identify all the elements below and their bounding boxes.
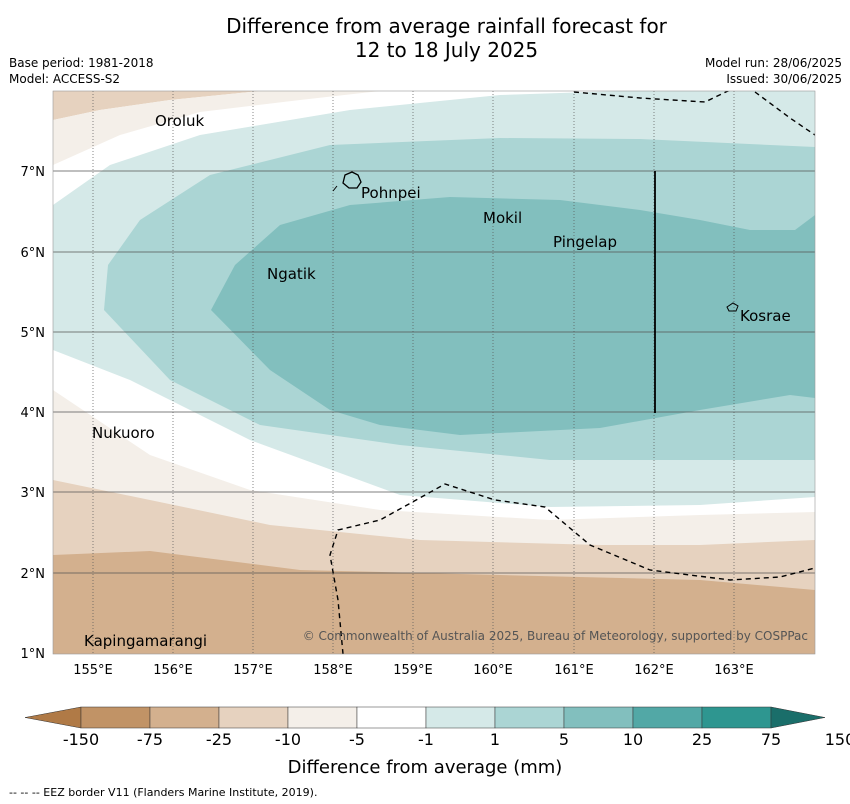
model-name: Model: ACCESS-S2 (9, 72, 121, 86)
place-oroluk: Oroluk (155, 112, 204, 130)
contour-plus-10 (211, 197, 815, 435)
model-run: Model run: 28/06/2025 (704, 56, 842, 70)
map-frame (52, 90, 816, 655)
lat-tick-6n: 6°N (21, 246, 46, 261)
pohnpei-reef (332, 185, 338, 192)
lon-tick-156e: 156°E (153, 663, 193, 678)
colorbar-swatch (149, 706, 220, 729)
lat-tick-5n: 5°N (21, 326, 46, 341)
colorbar-swatch (701, 706, 772, 729)
colorbar-tick-label: 1 (490, 730, 500, 749)
copyright-credit: © Commonwealth of Australia 2025, Bureau… (303, 629, 808, 643)
colorbar-tick-label: 75 (761, 730, 781, 749)
lat-tick-2n: 2°N (21, 567, 46, 582)
colorbar-tick-label: -1 (418, 730, 434, 749)
title-line-1: Difference from average rainfall forecas… (226, 14, 667, 38)
place-nukuoro: Nukuoro (92, 424, 155, 442)
footer-note: -- -- -- EEZ border V11 (Flanders Marine… (9, 786, 318, 799)
place-mokil: Mokil (483, 209, 522, 227)
colorbar-swatch (563, 706, 634, 729)
contour-minus-5-nw (53, 91, 380, 165)
colorbar-tick-label: -75 (137, 730, 163, 749)
colorbar: -150 -75 -25 -10 -5 -1 1 5 10 25 75 150 (24, 706, 850, 749)
title-line-2: 12 to 18 July 2025 (354, 38, 539, 62)
contour-minus-25-south (53, 551, 815, 654)
colorbar-title: Difference from average (mm) (288, 757, 563, 778)
colorbar-swatch (218, 706, 289, 729)
lat-tick-7n: 7°N (21, 165, 46, 180)
colorbar-tick-label: 25 (692, 730, 712, 749)
colorbar-swatch (494, 706, 565, 729)
colorbar-tick-label: 5 (559, 730, 569, 749)
colorbar-swatch (287, 706, 358, 729)
eez-border (329, 91, 815, 654)
colorbar-swatch (80, 706, 151, 729)
colorbar-extend-low (24, 706, 82, 729)
lon-tick-159e: 159°E (393, 663, 433, 678)
kosrae-island (726, 302, 739, 312)
lon-tick-157e: 157°E (233, 663, 273, 678)
base-period: Base period: 1981-2018 (9, 56, 154, 70)
colorbar-tick-label: -5 (349, 730, 365, 749)
issued-date: Issued: 30/06/2025 (726, 72, 842, 86)
contour-minus-10-nw (53, 91, 260, 120)
colorbar-tick-label: 10 (623, 730, 643, 749)
lat-tick-3n: 3°N (21, 486, 46, 501)
lat-tick-4n: 4°N (21, 406, 46, 421)
colorbar-extend-high (770, 706, 826, 729)
colorbar-swatch (632, 706, 703, 729)
lon-tick-160e: 160°E (473, 663, 513, 678)
lat-gridlines (53, 170, 815, 574)
place-kapingamarangi: Kapingamarangi (84, 632, 207, 650)
colorbar-tick-label: -10 (275, 730, 301, 749)
colorbar-tick-label: -25 (206, 730, 232, 749)
lon-tick-161e: 161°E (554, 663, 594, 678)
place-kosrae: Kosrae (740, 307, 791, 325)
map-area: Oroluk Pohnpei Mokil Pingelap Ngatik Kos… (53, 91, 815, 654)
place-ngatik: Ngatik (267, 265, 316, 283)
colorbar-swatch (425, 706, 496, 729)
pohnpei-island (342, 171, 362, 189)
colorbar-swatch (356, 706, 427, 729)
lon-tick-163e: 163°E (714, 663, 754, 678)
lat-tick-1n: 1°N (21, 647, 46, 662)
place-pingelap: Pingelap (553, 233, 617, 251)
lon-tick-162e: 162°E (634, 663, 674, 678)
place-pohnpei: Pohnpei (361, 184, 421, 202)
lon-tick-155e: 155°E (73, 663, 113, 678)
colorbar-tick-label: -150 (63, 730, 99, 749)
colorbar-tick-label: 150 (825, 730, 850, 749)
gridlines (92, 91, 735, 654)
lon-tick-158e: 158°E (313, 663, 353, 678)
